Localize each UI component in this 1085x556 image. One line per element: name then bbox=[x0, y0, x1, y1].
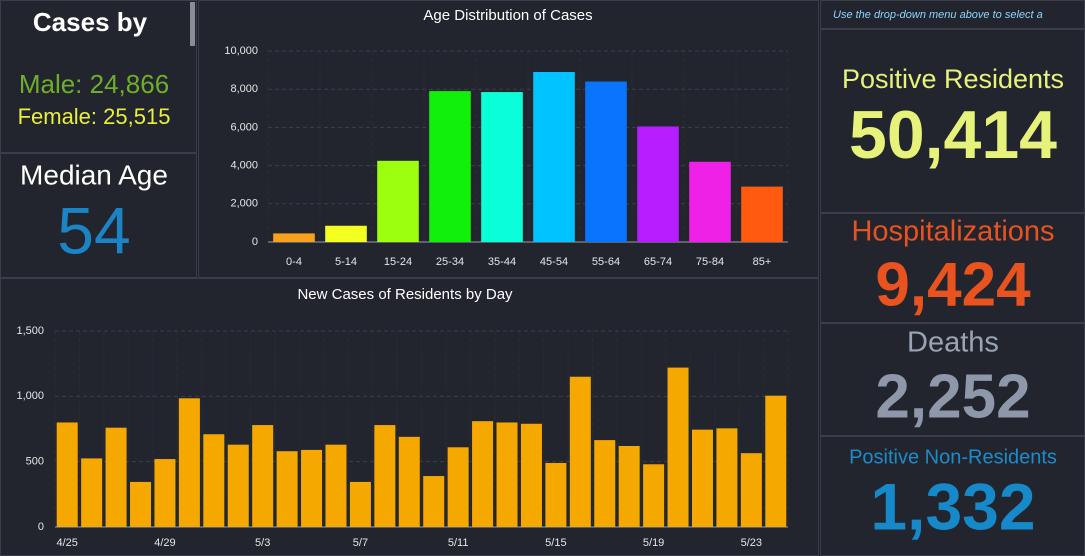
bar bbox=[398, 436, 420, 527]
bar bbox=[667, 367, 689, 527]
bar bbox=[689, 161, 731, 242]
x-tick-label: 25-34 bbox=[436, 256, 464, 268]
x-tick-label: 15-24 bbox=[384, 256, 412, 268]
bar bbox=[325, 444, 347, 527]
median-age-panel bbox=[0, 153, 197, 278]
cases-by-title: Cases by bbox=[33, 7, 148, 37]
female-count: Female: 25,515 bbox=[18, 104, 171, 129]
x-tick-label: 45-54 bbox=[540, 256, 568, 268]
y-tick-label: 0 bbox=[252, 236, 258, 248]
bar bbox=[447, 447, 469, 527]
bar bbox=[301, 449, 323, 527]
bar bbox=[741, 186, 783, 242]
bar bbox=[716, 428, 738, 527]
y-tick-label: 0 bbox=[38, 521, 44, 533]
bar bbox=[423, 476, 445, 527]
bar bbox=[273, 233, 315, 242]
deaths-value: 2,252 bbox=[875, 362, 1030, 431]
bar bbox=[585, 81, 627, 242]
bar bbox=[429, 91, 471, 242]
x-tick-label: 5/7 bbox=[353, 537, 368, 549]
hospitalizations-value: 9,424 bbox=[875, 250, 1031, 319]
bar bbox=[545, 462, 567, 527]
bar bbox=[594, 440, 616, 527]
y-tick-label: 10,000 bbox=[224, 45, 258, 57]
bar bbox=[740, 453, 762, 527]
x-tick-label: 85+ bbox=[753, 256, 772, 268]
bar bbox=[618, 445, 640, 527]
bar bbox=[154, 459, 176, 527]
hospitalizations-label: Hospitalizations bbox=[851, 216, 1054, 248]
y-tick-label: 1,000 bbox=[16, 390, 44, 402]
bar bbox=[105, 427, 127, 527]
bar bbox=[520, 423, 542, 527]
note-panel bbox=[820, 0, 1085, 29]
hospitalizations-panel bbox=[820, 213, 1085, 323]
y-tick-label: 6,000 bbox=[230, 121, 258, 133]
x-tick-label: 35-44 bbox=[488, 256, 516, 268]
bar bbox=[252, 425, 274, 527]
x-tick-label: 5/23 bbox=[741, 537, 762, 549]
non-residents-label: Positive Non-Residents bbox=[849, 446, 1057, 468]
scrollbar bbox=[190, 2, 195, 46]
bar bbox=[643, 464, 665, 527]
bar bbox=[533, 72, 575, 242]
bar bbox=[130, 481, 152, 527]
median-age-label: Median Age bbox=[20, 159, 168, 190]
note: Use the drop-down menu above to select a bbox=[833, 9, 1043, 21]
bar bbox=[374, 425, 396, 527]
bar bbox=[637, 126, 679, 242]
chart-title: New Cases of Residents by Day bbox=[297, 286, 513, 303]
deaths-panel bbox=[820, 323, 1085, 436]
bar bbox=[81, 458, 103, 527]
bar bbox=[691, 429, 713, 527]
bar bbox=[227, 444, 249, 527]
bar bbox=[349, 481, 371, 527]
x-tick-label: 75-84 bbox=[696, 256, 724, 268]
deaths-label: Deaths bbox=[907, 327, 999, 359]
bar bbox=[203, 434, 225, 527]
x-tick-label: 5/3 bbox=[255, 537, 270, 549]
male-count: Male: 24,866 bbox=[19, 69, 169, 99]
median-age-value: 54 bbox=[57, 193, 130, 267]
bar bbox=[496, 422, 518, 527]
x-tick-label: 5/19 bbox=[643, 537, 664, 549]
y-tick-label: 8,000 bbox=[230, 83, 258, 95]
y-tick-label: 1,500 bbox=[16, 325, 44, 337]
non-residents-value: 1,332 bbox=[870, 469, 1035, 543]
x-tick-label: 0-4 bbox=[286, 256, 302, 268]
bar bbox=[481, 92, 523, 242]
x-tick-label: 4/25 bbox=[57, 537, 78, 549]
bar bbox=[569, 376, 591, 527]
x-tick-label: 5/15 bbox=[545, 537, 566, 549]
x-tick-label: 5-14 bbox=[335, 256, 357, 268]
bar bbox=[377, 160, 419, 242]
bar bbox=[325, 225, 367, 242]
y-tick-label: 500 bbox=[26, 456, 44, 468]
bar bbox=[472, 421, 494, 527]
chart-title: Age Distribution of Cases bbox=[423, 7, 592, 24]
positive-residents-label: Positive Residents bbox=[842, 64, 1064, 94]
bar bbox=[276, 451, 298, 527]
x-tick-label: 4/29 bbox=[154, 537, 175, 549]
positive-residents-value: 50,414 bbox=[849, 97, 1057, 173]
cases-by-panel bbox=[0, 0, 197, 153]
positive-residents-panel bbox=[820, 29, 1085, 213]
y-tick-label: 4,000 bbox=[230, 160, 258, 172]
y-tick-label: 2,000 bbox=[230, 198, 258, 210]
bar bbox=[56, 422, 78, 527]
x-tick-label: 5/11 bbox=[448, 537, 469, 549]
bar bbox=[765, 395, 787, 527]
x-tick-label: 55-64 bbox=[592, 256, 620, 268]
x-tick-label: 65-74 bbox=[644, 256, 672, 268]
bar bbox=[178, 398, 200, 527]
